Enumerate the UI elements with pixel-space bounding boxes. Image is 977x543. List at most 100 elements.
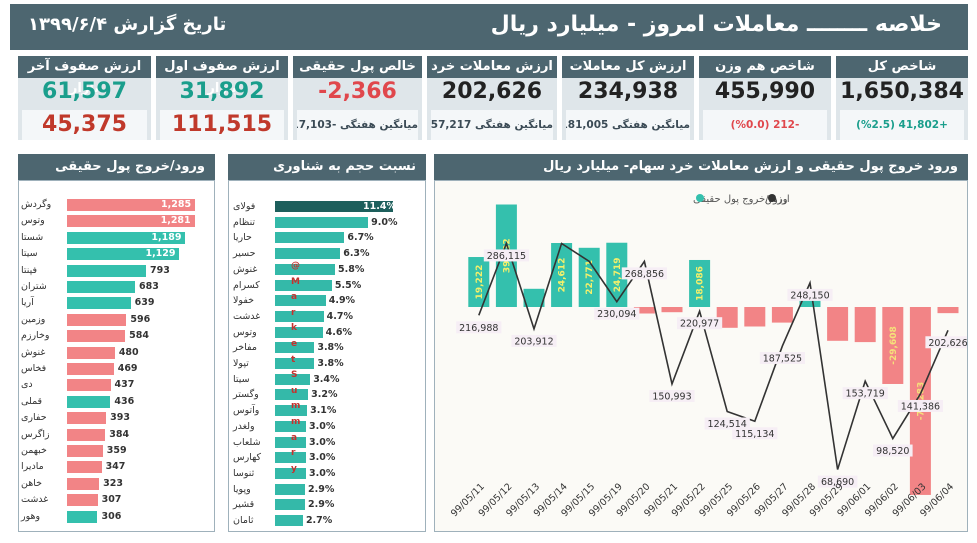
legend-bar-dot <box>696 194 704 202</box>
card-sub: 45,375 <box>22 110 147 140</box>
volume-symbol: خفولا <box>233 295 255 307</box>
value-label-bg <box>842 387 888 400</box>
flow-row: آریا 639 <box>19 295 214 311</box>
volume-bar <box>275 201 393 212</box>
value-label: 230,094 <box>597 309 636 320</box>
flow-bar <box>606 242 628 307</box>
volume-bar <box>275 342 315 354</box>
flow-bar <box>67 461 102 474</box>
card-retail-trade-value: ارزش معاملات خرد 202,626 میانگین هفتگی 1… <box>427 56 557 140</box>
volume-bar <box>275 216 369 228</box>
flow-value: 469 <box>117 363 138 374</box>
volume-symbol: تپولا <box>233 358 249 369</box>
value-label-bg <box>649 389 695 402</box>
volume-row: کهارس 3.0% <box>229 450 425 465</box>
flow-row: خاهن 323 <box>19 476 214 492</box>
flow-row: فخاس 469 <box>19 361 214 377</box>
volume-row: مفاخر 3.8% <box>229 340 425 355</box>
chart-legend: ورود/خروج پول حقیقی ارزش <box>693 194 790 205</box>
flow-value: 307 <box>101 494 122 506</box>
watermark-char: S <box>291 370 298 381</box>
flow-row: وخارزم 584 <box>19 328 214 344</box>
volume-row: ولغدر 3.0% <box>229 419 425 434</box>
volume-symbol: وپویا <box>233 483 251 495</box>
flow-value: 584 <box>129 330 150 342</box>
value-label-bg <box>677 317 723 330</box>
flow-bar <box>67 199 195 211</box>
flow-symbol: حفاری <box>21 412 47 424</box>
volume-row: ثنوسا 3.0% <box>229 466 425 481</box>
flow-value: 1,285 <box>161 199 192 210</box>
volume-bar <box>275 373 311 385</box>
flow-row: فپنتا 793 <box>19 263 214 279</box>
flow-value: 436 <box>114 395 135 407</box>
flow-bar <box>67 281 136 293</box>
watermark-char: a <box>291 292 298 303</box>
volume-value: 2.9% <box>308 499 335 511</box>
flow-bar-label: 19,222 <box>475 265 485 300</box>
volume-bar <box>275 279 332 291</box>
watermark-char: M <box>291 276 300 287</box>
flow-bar-label: -29,608 <box>889 326 899 364</box>
volume-value: 3.2% <box>311 389 338 401</box>
volume-row: وتوس 4.6% <box>229 325 425 340</box>
value-label: 216,988 <box>459 323 498 334</box>
flow-value: 480 <box>118 346 139 358</box>
flow-value: 384 <box>109 428 130 440</box>
volume-symbol: وگستر <box>233 389 259 401</box>
volume-bar <box>275 310 324 322</box>
flow-bar <box>67 346 115 359</box>
value-point: 230,094 <box>594 307 640 320</box>
volume-value: 4.7% <box>326 310 353 322</box>
volume-row: حسیر 6.3% <box>229 246 425 261</box>
flow-symbol: آریا <box>21 297 34 309</box>
volume-value: 3.0% <box>309 436 336 448</box>
value-label: 202,626 <box>928 338 967 349</box>
volume-row: وآتوس 3.1% <box>229 403 425 418</box>
value-label: 248,150 <box>790 290 829 301</box>
volume-value: 3.0% <box>309 420 336 432</box>
report-header: خلاصه ــــــــ معاملات امروز - میلیارد ر… <box>10 4 968 50</box>
card-caption: شاخص هم وزن <box>699 56 831 78</box>
flow-value: 596 <box>130 313 151 325</box>
value-point: 115,134 <box>732 427 778 440</box>
flow-panel: وگردش 1,285 وتوس 1,281 شستا 1,189 سیتا 1,129 فپن… <box>18 180 215 532</box>
volume-value: 9.0% <box>371 216 398 228</box>
flow-bar <box>67 428 106 441</box>
chart-panel: ورود/خروج پول حقیقی ارزش 19,22239,42224,… <box>434 180 971 532</box>
flow-bar-label: 22,771 <box>585 260 595 295</box>
flow-bar-label: 24,719 <box>613 257 623 292</box>
flow-bar <box>67 412 107 425</box>
legend-line-dot <box>768 194 776 202</box>
flow-value: 1,281 <box>160 215 191 227</box>
watermark-char: m <box>291 417 301 427</box>
volume-value: 3.4% <box>313 373 340 385</box>
value-point: 203,912 <box>511 334 557 347</box>
volume-symbol: سیتا <box>233 373 250 385</box>
volume-bar <box>275 405 308 417</box>
card-sub: میانگین هفتگی -17,103 <box>297 110 418 140</box>
volume-bar <box>275 499 306 511</box>
flow-symbol: وتوس <box>21 215 45 227</box>
flow-panel-title: ورود/خروج پول حقیقی <box>18 154 215 180</box>
volume-bar <box>275 358 315 369</box>
volume-row: فولای 11.4% <box>229 199 425 214</box>
value-label-bg <box>704 417 750 430</box>
value-point: 286,115 <box>483 249 529 262</box>
card-sub: +41,802 (%2.5) <box>840 110 964 140</box>
value-label-bg <box>873 444 913 457</box>
value-label-bg <box>483 249 529 262</box>
volume-bar <box>275 420 307 432</box>
flow-symbol: شتران <box>21 281 47 292</box>
flow-symbol: سیتا <box>21 248 38 260</box>
flow-value: 639 <box>134 297 155 309</box>
volume-value: 11.4% <box>363 201 396 212</box>
volume-symbol: کسرام <box>233 279 260 291</box>
legend-bar-label: ورود/خروج پول حقیقی <box>693 194 788 205</box>
value-label: 268,856 <box>625 269 664 280</box>
volume-symbol: غنوش <box>233 263 258 275</box>
card-sub: -212 (%0.0) <box>703 110 827 140</box>
volume-panel-title: نسبت حجم به شناوری <box>228 154 426 180</box>
volume-row: ثامان 2.7% <box>229 513 425 528</box>
volume-row: شلعاب 3.0% <box>229 435 425 450</box>
